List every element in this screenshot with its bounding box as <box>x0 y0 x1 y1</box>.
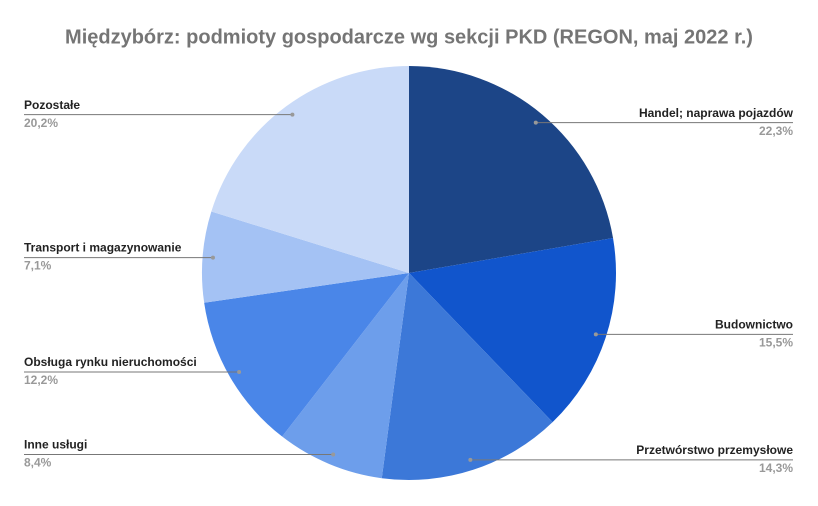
slice-label: Inne usługi <box>24 438 87 452</box>
slice-label: Budownictwo <box>715 318 793 332</box>
pie-slice <box>409 66 614 273</box>
pie-slice <box>204 273 409 437</box>
slice-label: Pozostałe <box>24 98 80 112</box>
slice-label: Handel; naprawa pojazdów <box>639 106 794 120</box>
leader-dot <box>593 332 598 337</box>
slice-value: 14,3% <box>759 461 793 475</box>
chart-title: Międzybórz: podmioty gospodarcze wg sekc… <box>65 26 753 48</box>
leader-dot <box>210 255 215 260</box>
slice-value: 22,3% <box>759 124 793 138</box>
slice-label: Transport i magazynowanie <box>24 241 182 255</box>
pie-slice <box>409 238 616 423</box>
leader-dot <box>468 457 473 462</box>
slice-value: 20,2% <box>24 116 58 130</box>
leader-dot <box>237 370 242 375</box>
slice-value: 7,1% <box>24 259 52 273</box>
slice-label: Przetwórstwo przemysłowe <box>636 443 793 457</box>
slice-value: 15,5% <box>759 336 793 350</box>
pie-slice <box>201 211 409 303</box>
pie-slice <box>381 273 553 480</box>
slice-value: 8,4% <box>24 456 52 470</box>
pie-slice <box>211 66 409 273</box>
leader-dot <box>331 452 336 457</box>
leader-dot <box>290 112 295 117</box>
slice-value: 12,2% <box>24 373 58 387</box>
leader-dot <box>533 120 538 125</box>
pie-slice <box>282 273 409 479</box>
slice-label: Obsługa rynku nieruchomości <box>24 355 197 369</box>
